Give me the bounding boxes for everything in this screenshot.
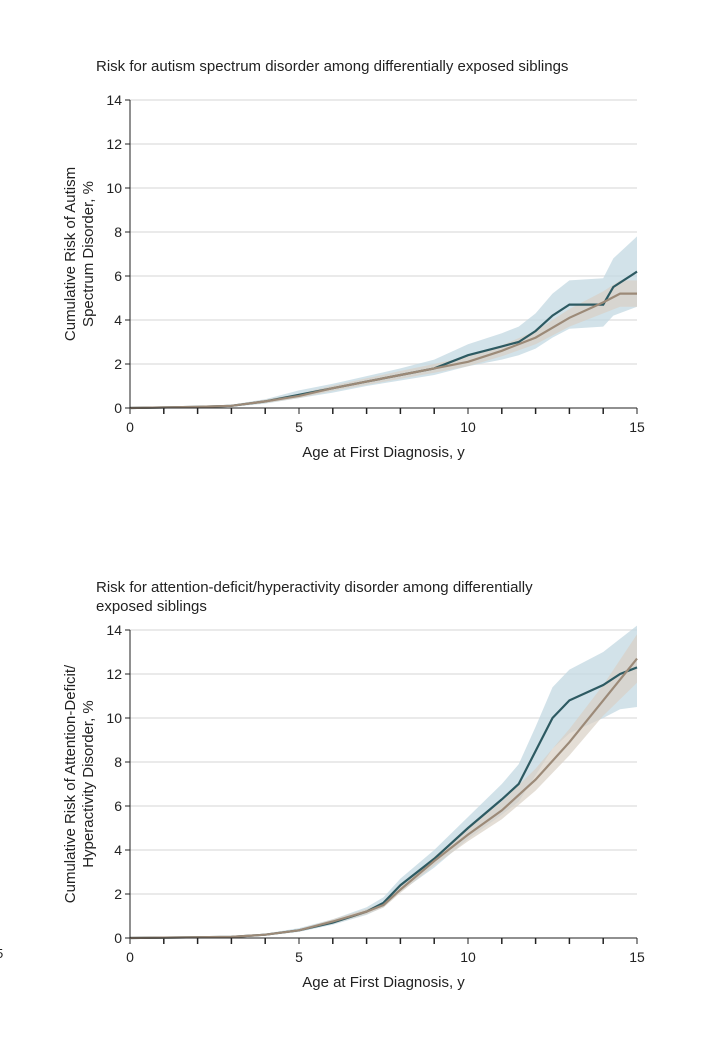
y-tick-label: 4 (114, 842, 122, 858)
x-tick-label: 15 (629, 949, 645, 965)
series-line-1 (129, 292, 637, 410)
y-tick-label: 12 (106, 666, 122, 682)
y-tick-label: 12 (106, 136, 122, 152)
x-tick-label: 15 (629, 419, 645, 435)
y-tick-label: 10 (106, 710, 122, 726)
x-tick-label: 0 (126, 949, 134, 965)
y-tick-label: 2 (114, 886, 122, 902)
confidence-band-0 (130, 625, 637, 938)
series-line-1 (129, 657, 638, 940)
x-tick-label: 10 (460, 419, 476, 435)
x-tick-label: 5 (295, 949, 303, 965)
y-tick-label: 4 (114, 312, 122, 328)
confidence-band-1 (130, 280, 637, 408)
x-tick-label: 5 (295, 419, 303, 435)
y-tick-label: 8 (114, 224, 122, 240)
y-tick-label: 0 (114, 930, 122, 946)
stray-tick-label: 5 (0, 946, 3, 961)
y-tick-label: 6 (114, 268, 122, 284)
x-axis-label: Age at First Diagnosis, y (302, 444, 465, 461)
y-tick-label: 14 (106, 622, 122, 638)
chart-0: 0 2 4 6 8 10 12 14 0 5 10 15 Age at First Diagnosis,… (62, 92, 645, 461)
confidence-band-0 (130, 236, 637, 408)
y-axis-label: Cumulative Risk of Attention-Deficit/ (62, 664, 79, 903)
y-tick-label: 0 (114, 400, 122, 416)
confidence-band-1 (130, 634, 637, 938)
y-axis-label: Cumulative Risk of Autism (62, 167, 79, 341)
y-tick-label: 10 (106, 180, 122, 196)
x-axis-label: Age at First Diagnosis, y (302, 974, 465, 991)
y-axis-label: Spectrum Disorder, % (80, 181, 97, 327)
chart-title-adhd: Risk for attention-deficit/hyperactivity… (96, 579, 533, 615)
y-tick-label: 2 (114, 356, 122, 372)
y-tick-label: 8 (114, 754, 122, 770)
chart-1: 0 2 4 6 8 10 12 14 0 5 10 15 Age at First Diagnosis,… (62, 622, 645, 991)
chart-title-asd: Risk for autism spectrum disorder among … (96, 58, 569, 75)
y-tick-label: 14 (106, 92, 122, 108)
x-tick-label: 10 (460, 949, 476, 965)
y-tick-label: 6 (114, 798, 122, 814)
x-tick-label: 0 (126, 419, 134, 435)
y-axis-label: Hyperactivity Disorder, % (80, 700, 97, 868)
